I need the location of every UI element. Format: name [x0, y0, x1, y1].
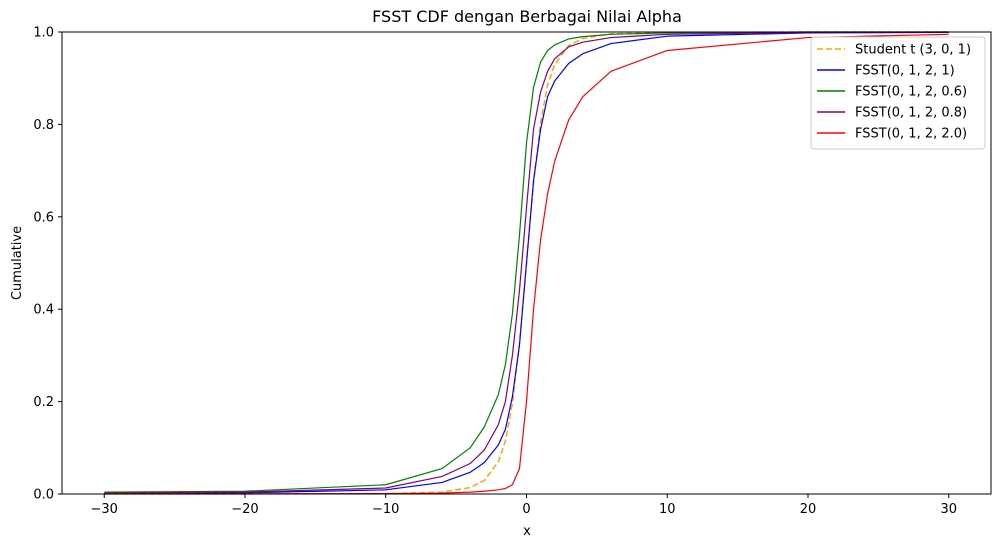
legend-label-3: FSST(0, 1, 2, 0.8)	[855, 106, 967, 121]
x-tick-label-3: 0	[522, 502, 530, 517]
y-axis-label: Cumulative	[10, 226, 25, 300]
x-tick-label-5: 20	[800, 502, 817, 517]
chart-title: FSST CDF dengan Berbagai Nilai Alpha	[372, 7, 682, 26]
x-tick-label-2: −10	[372, 502, 399, 517]
y-axis: 0.0 0.2 0.4 0.6 0.8 1.0	[33, 26, 62, 503]
y-tick-label-4: 0.8	[33, 118, 54, 133]
legend-label-4: FSST(0, 1, 2, 2.0)	[855, 127, 967, 142]
series-line-1	[104, 31, 949, 495]
series-line-2	[104, 31, 949, 493]
x-tick-label-0: −30	[91, 502, 118, 517]
legend-label-0: Student t (3, 0, 1)	[855, 43, 971, 58]
x-axis-label: x	[523, 524, 531, 539]
y-tick-label-5: 1.0	[33, 26, 54, 41]
legend-label-2: FSST(0, 1, 2, 0.6)	[855, 85, 967, 100]
x-axis: −30 −20 −10 0 10 20 30	[91, 494, 957, 517]
legend-frame	[810, 36, 986, 150]
plot-area	[104, 31, 949, 495]
legend-label-1: FSST(0, 1, 2, 1)	[855, 64, 955, 79]
y-tick-label-1: 0.2	[33, 395, 54, 410]
x-tick-label-4: 10	[659, 502, 676, 517]
x-tick-label-6: 30	[940, 502, 957, 517]
series-line-3	[104, 31, 949, 494]
legend: Student t (3, 0, 1) FSST(0, 1, 2, 1) FSST(…	[810, 36, 986, 150]
x-tick-label-1: −20	[231, 502, 258, 517]
y-tick-label-0: 0.0	[33, 488, 54, 503]
y-tick-label-2: 0.4	[33, 303, 54, 318]
y-tick-label-3: 0.6	[33, 210, 54, 225]
series-line-4	[104, 33, 949, 495]
